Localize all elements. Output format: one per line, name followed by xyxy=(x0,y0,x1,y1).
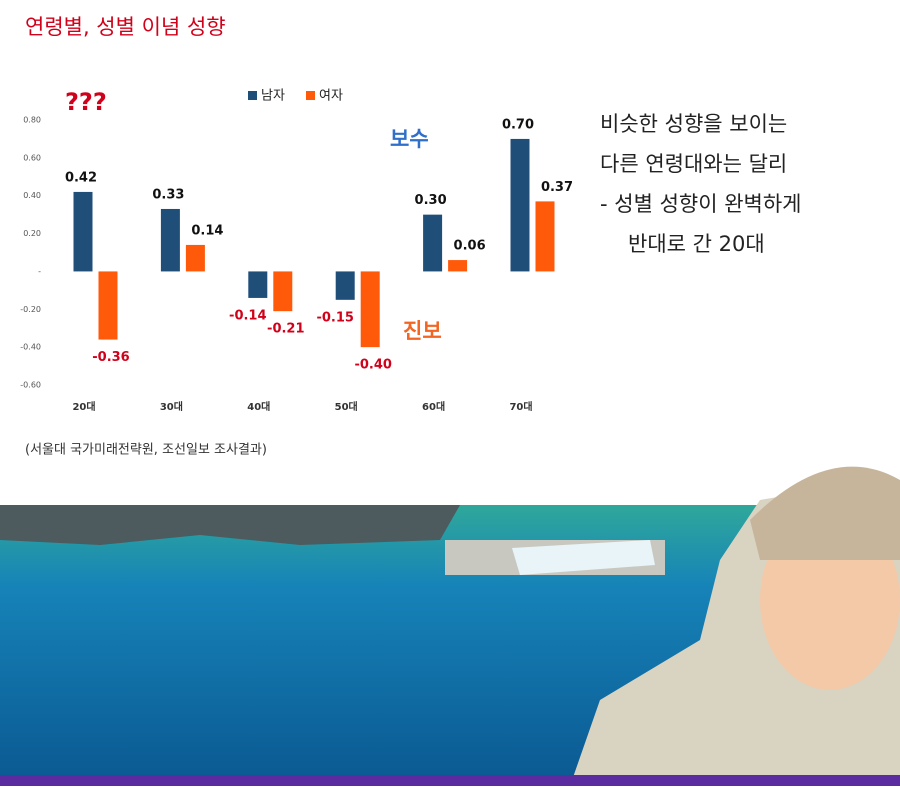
y-tick-label: 0.80 xyxy=(23,116,41,125)
legend-swatch xyxy=(306,91,315,100)
bar xyxy=(535,201,555,272)
x-tick-label: 20대 xyxy=(72,400,95,413)
bar xyxy=(73,191,93,272)
data-label: -0.40 xyxy=(354,358,391,373)
y-tick-label: -0.40 xyxy=(20,343,41,352)
side-line: 다른 연령대와는 달리 xyxy=(600,152,787,176)
annotation: 보수 xyxy=(390,127,429,151)
data-label: 0.70 xyxy=(502,117,534,132)
bar xyxy=(160,208,180,272)
y-tick-label: -0.60 xyxy=(20,381,41,390)
bar xyxy=(510,138,530,272)
y-tick-label: 0.40 xyxy=(23,191,41,200)
annotation: 진보 xyxy=(403,319,442,343)
x-tick-label: 60대 xyxy=(422,400,445,413)
slide-title: 연령별, 성별 이념 성향 xyxy=(25,15,226,39)
hat xyxy=(750,466,900,560)
bar xyxy=(248,271,268,298)
bar xyxy=(448,260,468,272)
side-line: 비슷한 성향을 보이는 xyxy=(600,112,787,136)
data-label: 0.30 xyxy=(415,193,447,208)
y-tick-label: 0.20 xyxy=(23,229,41,238)
x-tick-label: 70대 xyxy=(509,400,532,413)
x-tick-label: 40대 xyxy=(247,400,270,413)
side-line: 반대로 간 20대 xyxy=(628,232,765,256)
data-label: 0.37 xyxy=(541,180,573,195)
y-tick-label: - xyxy=(38,267,41,276)
data-label: 0.14 xyxy=(191,223,223,238)
rocks xyxy=(0,505,460,545)
boat xyxy=(512,540,655,575)
data-label: -0.21 xyxy=(267,322,304,337)
bar xyxy=(273,271,293,312)
side-line: - 성별 성향이 완벽하게 xyxy=(600,192,801,216)
bar xyxy=(98,271,118,340)
data-label: 0.33 xyxy=(152,187,184,202)
bar xyxy=(423,214,443,272)
x-tick-label: 30대 xyxy=(160,400,183,413)
data-label: 0.42 xyxy=(65,170,97,185)
chart: 0.80 0.60 0.40 0.20 - -0.20 -0.40 -0.60 남자 여자 20대 0… xyxy=(20,89,573,414)
bar xyxy=(360,271,380,348)
y-tick-label: -0.20 xyxy=(20,305,41,314)
source: (서울대 국가미래전략원, 조선일보 조사결과) xyxy=(25,443,267,458)
x-tick-label: 50대 xyxy=(335,400,358,413)
bar xyxy=(185,244,205,272)
y-tick-label: 0.60 xyxy=(23,153,41,162)
data-label: -0.15 xyxy=(316,310,353,325)
legend-label: 여자 xyxy=(319,89,343,104)
data-label: -0.36 xyxy=(92,350,129,365)
data-label: -0.14 xyxy=(229,308,266,323)
legend-label: 남자 xyxy=(261,89,285,104)
data-label: 0.06 xyxy=(454,239,486,254)
legend-swatch xyxy=(248,91,257,100)
bar xyxy=(335,271,355,300)
progress-bar xyxy=(0,775,900,786)
annotation: ??? xyxy=(65,88,107,116)
